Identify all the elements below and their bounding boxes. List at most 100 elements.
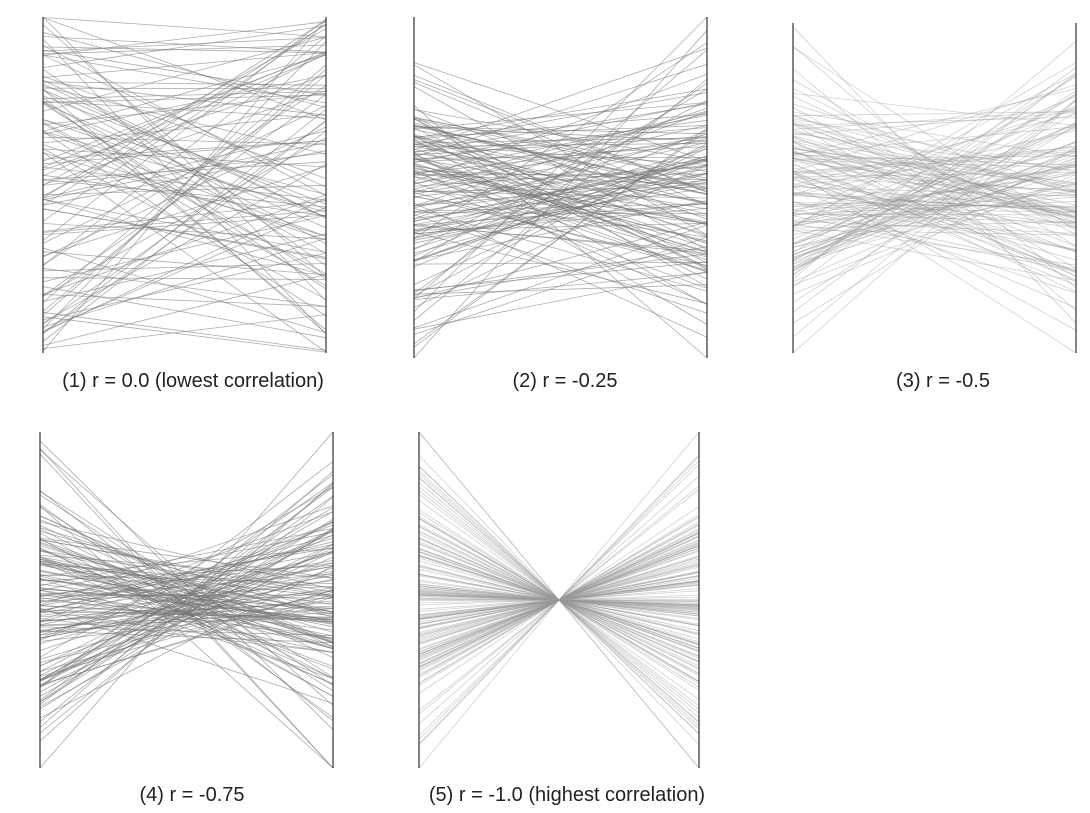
data-line — [42, 87, 327, 90]
data-line — [42, 17, 327, 121]
data-line — [418, 470, 700, 730]
data-line — [418, 549, 700, 651]
data-line — [42, 184, 327, 196]
data-line — [42, 119, 327, 195]
data-line — [418, 464, 700, 736]
data-line — [413, 272, 708, 300]
data-line — [42, 74, 327, 171]
data-line — [418, 591, 700, 609]
data-line — [418, 599, 700, 601]
data-line — [792, 68, 1077, 311]
data-line — [413, 137, 708, 144]
data-line — [42, 54, 327, 132]
data-line — [418, 580, 700, 620]
data-line — [418, 431, 700, 769]
data-line — [792, 72, 1077, 288]
data-line — [792, 206, 1077, 214]
data-line — [792, 163, 1077, 228]
data-line — [413, 171, 708, 223]
data-line — [413, 118, 708, 181]
data-line — [792, 87, 1077, 235]
data-line — [413, 141, 708, 236]
data-line — [418, 566, 700, 634]
data-line — [792, 201, 1077, 294]
data-line — [39, 594, 334, 631]
data-line — [792, 215, 1077, 272]
data-line — [413, 102, 708, 130]
data-line — [792, 41, 1077, 280]
data-line — [413, 158, 708, 207]
data-line — [42, 21, 327, 56]
data-line — [42, 114, 327, 144]
data-line — [792, 148, 1077, 184]
data-line — [42, 103, 327, 280]
data-line — [792, 26, 1077, 324]
data-line — [418, 540, 700, 660]
data-line — [418, 588, 700, 612]
data-line — [418, 530, 700, 670]
data-line — [792, 153, 1077, 186]
data-line — [418, 536, 700, 664]
data-line — [418, 598, 700, 602]
parallel-plot-r-neg-0.25 — [413, 16, 708, 359]
data-line — [792, 172, 1077, 331]
data-line — [792, 190, 1077, 226]
data-line — [792, 129, 1077, 214]
data-line — [413, 107, 708, 207]
data-line — [39, 528, 334, 587]
data-line — [418, 571, 700, 629]
data-line — [792, 111, 1077, 117]
data-line — [413, 164, 708, 262]
data-line — [792, 160, 1077, 260]
data-line — [418, 541, 700, 659]
data-line — [413, 118, 708, 288]
data-line — [792, 196, 1077, 224]
data-line — [418, 476, 700, 724]
data-line — [42, 316, 327, 353]
data-line — [792, 151, 1077, 223]
data-line — [413, 181, 708, 289]
data-line — [418, 547, 700, 653]
data-line — [792, 186, 1077, 309]
data-line — [792, 163, 1077, 224]
data-line — [792, 151, 1077, 218]
data-line — [792, 155, 1077, 161]
data-line — [418, 574, 700, 626]
data-line — [418, 525, 700, 675]
data-line — [418, 565, 700, 635]
data-line — [792, 116, 1077, 194]
data-line — [39, 490, 334, 678]
data-line — [418, 593, 700, 607]
data-line — [418, 475, 700, 725]
data-line — [418, 588, 700, 612]
data-line — [792, 142, 1077, 253]
data-line — [418, 555, 700, 645]
data-line — [792, 131, 1077, 191]
data-line — [792, 94, 1077, 269]
data-line — [418, 590, 700, 610]
data-line — [418, 524, 700, 676]
data-line — [413, 261, 708, 291]
data-line — [39, 630, 334, 644]
data-line — [418, 558, 700, 642]
data-line — [792, 84, 1077, 172]
data-line — [413, 214, 708, 314]
data-line — [413, 284, 708, 295]
data-line — [418, 567, 700, 633]
data-line — [418, 535, 700, 665]
data-line — [39, 597, 334, 640]
data-line — [418, 532, 700, 668]
data-line — [418, 544, 700, 656]
data-line — [418, 545, 700, 655]
data-line — [42, 94, 327, 103]
data-line — [413, 174, 708, 185]
data-line — [792, 122, 1077, 228]
data-line — [418, 560, 700, 640]
data-line — [413, 103, 708, 153]
data-line — [42, 130, 327, 334]
data-line — [792, 171, 1077, 192]
data-line — [792, 171, 1077, 286]
data-line — [792, 123, 1077, 245]
data-line — [42, 130, 327, 213]
data-line — [418, 596, 700, 604]
